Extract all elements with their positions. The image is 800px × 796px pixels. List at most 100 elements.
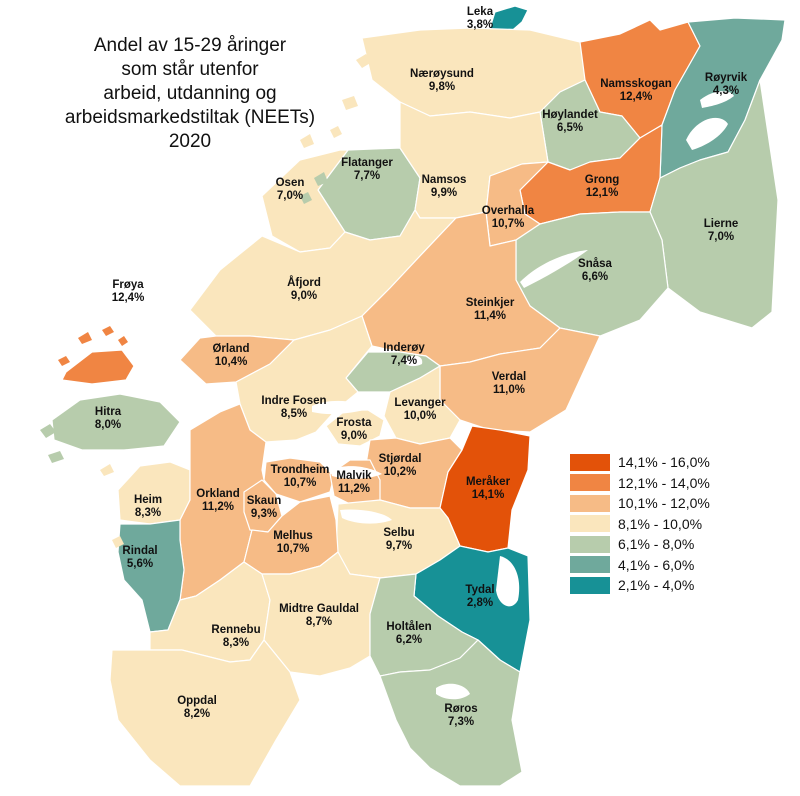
municipality-value: 8,2% bbox=[183, 708, 211, 720]
legend-label: 6,1% - 8,0% bbox=[618, 536, 695, 553]
label-inderoy: Inderøy 7,4% bbox=[383, 342, 425, 368]
title-line: arbeidsmarkedstiltak (NEETs) bbox=[64, 107, 316, 128]
label-selbu: Selbu 9,7% bbox=[383, 527, 414, 553]
municipality-name: Namsskogan bbox=[600, 78, 672, 90]
legend-label: 8,1% - 10,0% bbox=[618, 515, 703, 532]
label-hoylandet: Høylandet 6,5% bbox=[542, 109, 598, 135]
municipality-value: 9,9% bbox=[430, 187, 458, 199]
municipality-name: Rennebu bbox=[211, 624, 261, 636]
municipality-name: Inderøy bbox=[383, 342, 425, 354]
municipality-name: Hitra bbox=[94, 406, 122, 418]
map-title: Andel av 15-29 åringer som står utenfor … bbox=[40, 34, 340, 154]
label-holtalen: Holtålen 6,2% bbox=[386, 621, 431, 647]
legend-label: 10,1% - 12,0% bbox=[618, 495, 710, 512]
municipality-name: Frosta bbox=[336, 417, 372, 429]
municipality-value: 9,0% bbox=[290, 290, 318, 302]
municipality-name: Holtålen bbox=[386, 621, 432, 633]
legend-swatch bbox=[570, 535, 610, 553]
municipality-name: Malvik bbox=[336, 470, 372, 482]
title-line: arbeid, utdanning og bbox=[103, 83, 277, 104]
label-royrvik: Røyrvik 4,3% bbox=[705, 72, 747, 98]
region-trondheim[interactable] bbox=[263, 457, 335, 503]
legend-swatch bbox=[570, 474, 610, 492]
municipality-value: 7,7% bbox=[353, 170, 381, 182]
label-stjordal: Stjørdal 10,2% bbox=[379, 453, 422, 479]
label-rindal: Rindal 5,6% bbox=[122, 545, 157, 571]
municipality-value: 3,8% bbox=[466, 19, 494, 31]
legend-label: 2,1% - 4,0% bbox=[618, 577, 695, 594]
municipality-name: Overhalla bbox=[481, 205, 535, 217]
legend-item: 2,1% - 4,0% bbox=[570, 575, 710, 596]
label-oppdal: Oppdal 8,2% bbox=[177, 695, 217, 721]
municipality-name: Frøya bbox=[112, 279, 144, 291]
coastal-islands bbox=[40, 54, 372, 548]
region-levanger[interactable] bbox=[383, 365, 461, 445]
municipality-name: Åfjord bbox=[287, 277, 321, 289]
municipality-value: 7,0% bbox=[276, 190, 304, 202]
municipality-value: 9,0% bbox=[340, 430, 368, 442]
municipality-value: 8,7% bbox=[305, 616, 333, 628]
municipality-value: 14,1% bbox=[471, 489, 505, 501]
municipality-value: 8,0% bbox=[94, 419, 122, 431]
municipality-name: Levanger bbox=[394, 397, 446, 409]
municipality-name: Orkland bbox=[196, 488, 240, 500]
municipality-value: 8,5% bbox=[280, 408, 308, 420]
municipality-value: 8,3% bbox=[222, 637, 250, 649]
label-malvik: Malvik 11,2% bbox=[336, 470, 371, 496]
municipality-name: Røyrvik bbox=[704, 72, 748, 84]
label-frosta: Frosta 9,0% bbox=[336, 417, 371, 443]
municipality-value: 9,3% bbox=[250, 508, 278, 520]
label-osen: Osen 7,0% bbox=[276, 177, 305, 203]
municipality-value: 4,3% bbox=[712, 85, 740, 97]
municipality-name: Leka bbox=[466, 6, 494, 18]
label-leka: Leka 3,8% bbox=[467, 6, 493, 32]
municipality-name: Rindal bbox=[122, 545, 158, 557]
municipality-name: Indre Fosen bbox=[261, 395, 327, 407]
label-namsos: Namsos 9,9% bbox=[422, 174, 467, 200]
title-line: Andel av 15-29 åringer bbox=[93, 35, 287, 56]
legend-swatch bbox=[570, 576, 610, 594]
region-froya[interactable] bbox=[61, 349, 135, 385]
municipality-name: Tydal bbox=[465, 584, 495, 596]
label-orkland: Orkland 11,2% bbox=[196, 488, 239, 514]
municipality-name: Verdal bbox=[491, 371, 527, 383]
label-namsskogan: Namsskogan 12,4% bbox=[600, 78, 672, 104]
label-snasa: Snåsa 6,6% bbox=[578, 258, 612, 284]
label-grong: Grong 12,1% bbox=[585, 174, 620, 200]
region-roros[interactable] bbox=[379, 639, 523, 787]
municipality-value: 10,0% bbox=[403, 410, 437, 422]
legend-item: 4,1% - 6,0% bbox=[570, 555, 710, 576]
municipality-name: Stjørdal bbox=[378, 453, 422, 465]
municipality-value: 10,7% bbox=[276, 543, 310, 555]
municipality-value: 12,4% bbox=[111, 292, 145, 304]
municipality-value: 8,3% bbox=[134, 507, 162, 519]
municipality-value: 9,8% bbox=[428, 81, 456, 93]
legend-swatch bbox=[570, 453, 610, 471]
region-lierne[interactable] bbox=[649, 79, 779, 329]
municipality-value: 7,4% bbox=[390, 355, 418, 367]
municipality-value: 7,3% bbox=[447, 716, 475, 728]
municipality-value: 7,0% bbox=[707, 231, 735, 243]
municipality-value: 6,5% bbox=[556, 122, 584, 134]
legend-swatch bbox=[570, 556, 610, 574]
municipality-name: Midtre Gauldal bbox=[279, 603, 359, 615]
label-tydal: Tydal 2,8% bbox=[465, 584, 494, 610]
municipality-value: 10,4% bbox=[214, 356, 248, 368]
municipality-name: Heim bbox=[133, 494, 163, 506]
label-melhus: Melhus 10,7% bbox=[273, 530, 313, 556]
label-rennebu: Rennebu 8,3% bbox=[211, 624, 260, 650]
legend-label: 14,1% - 16,0% bbox=[618, 454, 710, 471]
region-hitra[interactable] bbox=[51, 393, 181, 451]
municipality-value: 2,8% bbox=[466, 597, 494, 609]
region-oppdal[interactable] bbox=[109, 639, 301, 787]
municipality-name: Snåsa bbox=[578, 258, 612, 270]
municipality-name: Høylandet bbox=[542, 109, 598, 121]
label-froya: Frøya 12,4% bbox=[112, 279, 145, 305]
legend-label: 4,1% - 6,0% bbox=[618, 556, 695, 573]
legend-item: 14,1% - 16,0% bbox=[570, 452, 710, 473]
municipality-name: Trondheim bbox=[270, 464, 330, 476]
municipality-value: 10,2% bbox=[383, 466, 417, 478]
municipality-name: Grong bbox=[584, 174, 620, 186]
municipality-value: 6,2% bbox=[395, 634, 423, 646]
